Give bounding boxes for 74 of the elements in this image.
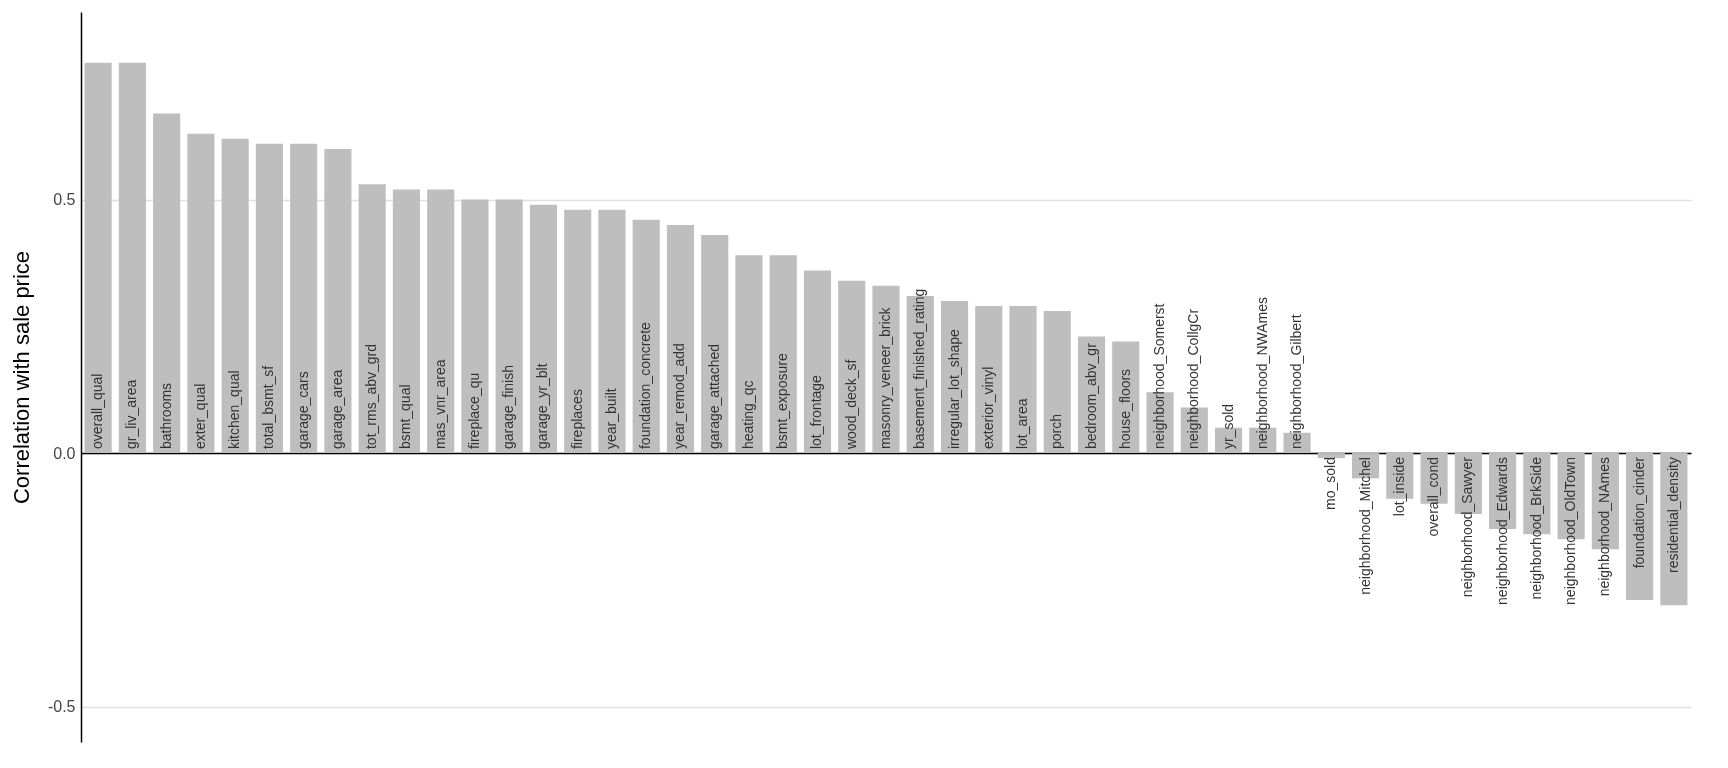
- x-tick-label: garage_area: [328, 369, 345, 450]
- x-tick-label: porch: [1048, 414, 1065, 450]
- x-tick-label: foundation_cinder: [1630, 456, 1647, 569]
- x-tick-label: fireplaces: [568, 389, 585, 450]
- y-axis-title: Correlation with sale price: [8, 250, 34, 505]
- bar: [666, 224, 695, 454]
- x-tick-label: house_floors: [1116, 368, 1133, 450]
- x-tick-label: neighborhood_NAmes: [1596, 457, 1613, 597]
- x-tick-label: basement_finished_rating: [911, 288, 928, 450]
- x-tick-label: neighborhood_Sawyer: [1459, 456, 1476, 598]
- x-tick-label: mas_vnr_area: [431, 359, 448, 450]
- x-tick-label: year_remod_add: [671, 343, 688, 450]
- x-tick-label: neighborhood_Mitchel: [1356, 457, 1373, 595]
- x-tick-label: yr_sold: [1219, 403, 1236, 450]
- x-tick-label: lot_inside: [1390, 456, 1407, 517]
- x-tick-label: residential_density: [1664, 457, 1681, 574]
- x-tick-label: total_bsmt_sf: [260, 365, 277, 450]
- bar: [427, 189, 455, 454]
- y-tick-label: 0.0: [53, 444, 76, 462]
- y-tick-label: -0.5: [47, 698, 76, 716]
- y-tick-label: 0.5: [53, 191, 76, 209]
- x-tick-label: garage_cars: [294, 371, 311, 450]
- x-tick-label: tot_rms_abv_grd: [363, 343, 380, 450]
- x-tick-label: bathrooms: [157, 382, 174, 450]
- x-tick-label: neighborhood_CollgCr: [1185, 308, 1202, 450]
- bar: [598, 209, 626, 454]
- bar: [564, 209, 592, 454]
- x-tick-label: neighborhood_NWAmes: [1253, 297, 1270, 450]
- bar: [324, 148, 352, 454]
- x-tick-label: lot_frontage: [808, 374, 825, 450]
- x-tick-label: neighborhood_Edwards: [1493, 457, 1510, 605]
- x-tick-label: bsmt_exposure: [774, 353, 791, 450]
- bar: [153, 113, 181, 454]
- x-tick-label: bsmt_qual: [397, 384, 414, 450]
- bar: [290, 143, 318, 454]
- bar: [529, 204, 558, 454]
- x-tick-label: kitchen_qual: [226, 370, 243, 450]
- x-tick-label: foundation_concrete: [637, 321, 654, 450]
- x-tick-label: garage_yr_blt: [534, 363, 551, 450]
- bar: [461, 199, 489, 454]
- x-tick-label: overall_cond: [1425, 457, 1442, 537]
- x-tick-label: exter_qual: [191, 383, 208, 450]
- bar: [803, 270, 832, 454]
- x-tick-label: garage_finish: [500, 364, 517, 450]
- bar: [769, 255, 797, 454]
- bar: [84, 62, 112, 454]
- x-tick-label: wood_deck_sf: [842, 359, 859, 451]
- bar: [1317, 453, 1345, 459]
- x-tick-label: neighborhood_Gilbert: [1288, 314, 1305, 450]
- x-tick-label: neighborhood_BrkSide: [1527, 456, 1544, 600]
- x-tick-label: garage_attached: [705, 343, 722, 450]
- x-tick-label: overall_qual: [89, 373, 106, 450]
- bar: [1009, 306, 1037, 454]
- bar: [221, 138, 249, 454]
- x-tick-label: exterior_vinyl: [979, 366, 996, 450]
- x-tick-label: year_built: [602, 388, 619, 450]
- bar: [255, 143, 283, 454]
- bar: [118, 62, 146, 454]
- x-tick-label: neighborhood_Somerst: [1151, 303, 1168, 450]
- bar: [358, 184, 386, 454]
- bar: [187, 133, 215, 454]
- x-tick-label: mo_sold: [1322, 457, 1339, 510]
- x-tick-label: lot_area: [1014, 398, 1031, 450]
- x-tick-label: irregular_lot_shape: [945, 328, 962, 450]
- bar: [735, 255, 763, 454]
- x-tick-label: gr_liv_area: [123, 379, 140, 450]
- x-tick-label: neighborhood_OldTown: [1562, 457, 1579, 605]
- x-tick-label: fireplace_qu: [465, 372, 482, 450]
- bar: [392, 189, 420, 454]
- bar: [1043, 311, 1071, 454]
- x-tick-label: heating_qc: [739, 380, 756, 450]
- bar: [495, 199, 523, 454]
- x-tick-label: masonry_veneer_brick: [877, 306, 893, 450]
- x-tick-label: bedroom_abv_gr: [1082, 342, 1099, 450]
